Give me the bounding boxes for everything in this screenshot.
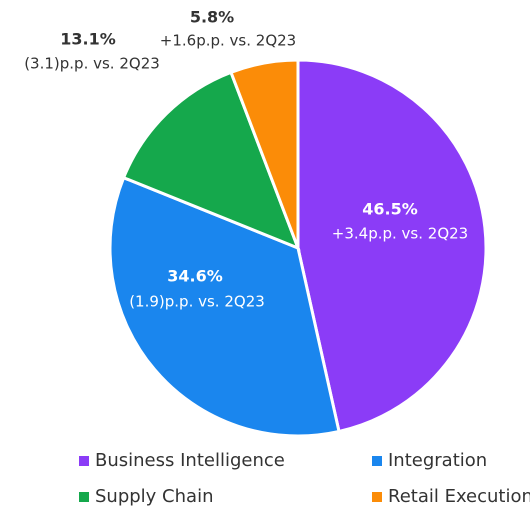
slice-value-label: 46.5% xyxy=(362,200,418,219)
slice-value-label: 13.1% xyxy=(60,30,116,49)
pie-slice xyxy=(296,58,488,434)
legend-swatch xyxy=(79,492,89,502)
slice-annotation: (1.9)p.p. vs. 2Q23 xyxy=(129,293,265,311)
legend-swatch xyxy=(372,492,382,502)
pie-slice xyxy=(121,70,301,251)
slice-annotation: +1.6p.p. vs. 2Q23 xyxy=(160,32,296,50)
pie-slice xyxy=(229,58,300,249)
legend-swatch xyxy=(372,456,382,466)
slice-annotation: (3.1)p.p. vs. 2Q23 xyxy=(24,55,160,73)
slice-annotation: +3.4p.p. vs. 2Q23 xyxy=(332,225,468,243)
legend-label: Integration xyxy=(388,450,487,471)
legend-label: Supply Chain xyxy=(95,486,213,507)
legend-label: Retail Execution xyxy=(388,486,530,507)
slice-value-label: 34.6% xyxy=(167,267,223,286)
slice-value-label: 5.8% xyxy=(190,8,234,27)
legend-swatch xyxy=(79,456,89,466)
legend-label: Business Intelligence xyxy=(95,450,285,471)
